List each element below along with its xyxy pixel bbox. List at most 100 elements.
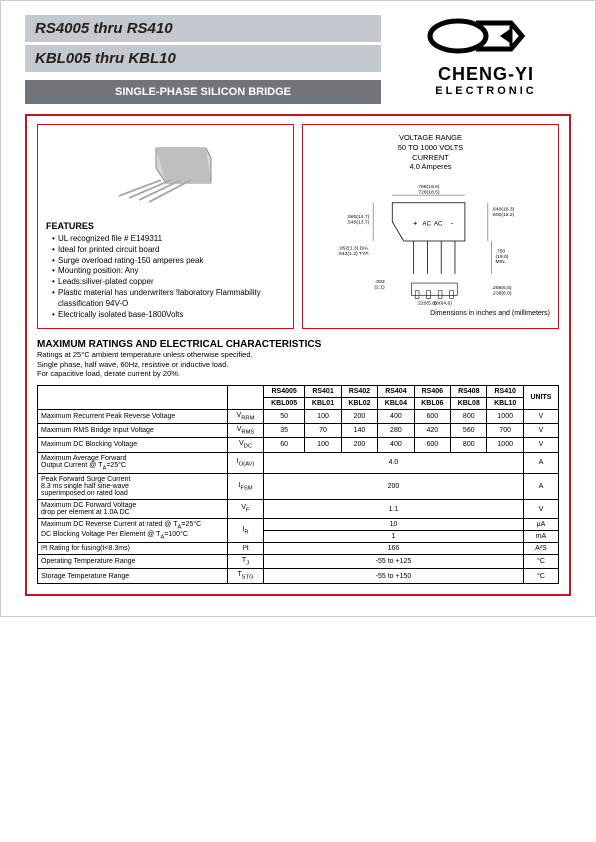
symbol-cell: TSTG: [228, 569, 264, 583]
dim-leadlen1: .750: [496, 248, 506, 254]
feature-item: Electrically isolated base-1800Volts: [52, 310, 285, 321]
brand-subtitle: ELECTRONIC: [401, 85, 571, 97]
param-cell: Maximum RMS Bridge Input Voltage: [38, 423, 228, 437]
value-cell: 560: [451, 423, 487, 437]
dim-space1: .083: [375, 279, 385, 285]
unit-cell: °C: [523, 569, 558, 583]
value-cell: 1000: [487, 409, 523, 423]
diagram-panel: VOLTAGE RANGE 50 TO 1000 VOLTS CURRENT 4…: [302, 124, 559, 329]
value-cell: 60: [264, 438, 305, 452]
value-cell: 200: [264, 474, 524, 500]
unit-cell: V: [523, 409, 558, 423]
value-cell: 400: [378, 409, 414, 423]
param-cell: Maximum DC Reverse Current at rated @ TA…: [38, 519, 228, 543]
value-cell: 1.1: [264, 500, 524, 519]
main-frame: FEATURES UL recognized file # E149311Ide…: [25, 114, 571, 596]
param-cell: I²t Rating for fusing(t<8.3ms): [38, 543, 228, 555]
features-heading: FEATURES: [46, 221, 285, 231]
value-cell: 100: [305, 438, 341, 452]
note1: Ratings at 25°C ambient temperature unle…: [37, 350, 253, 359]
minus-label: -: [451, 219, 454, 228]
datasheet-page: RS4005 thru RS410 KBL005 thru KBL10 SING…: [0, 0, 596, 617]
symbol-cell: VDC: [228, 438, 264, 452]
param-cell: Maximum DC Forward Voltagedrop per eleme…: [38, 500, 228, 519]
feature-item: Leads:siliver-plated copper: [52, 277, 285, 288]
dim-leadw2: .236(6.0): [492, 291, 512, 297]
model-header: RS408: [451, 385, 487, 397]
value-cell: 800: [451, 409, 487, 423]
model-header: KBL10: [487, 397, 523, 409]
brand-name: CHENG-YI: [401, 64, 571, 85]
model-header: KBL005: [264, 397, 305, 409]
features-panel: FEATURES UL recognized file # E149311Ide…: [37, 124, 294, 329]
feature-item: Plastic material has underwriters !labor…: [52, 288, 285, 310]
value-cell: 280: [378, 423, 414, 437]
dim-dia1: .052(1.3) DIA.: [338, 245, 369, 251]
model-header: KBL01: [305, 397, 341, 409]
symbol-cell: VRRM: [228, 409, 264, 423]
model-header: RS406: [414, 385, 450, 397]
dim-dia2: .042(1.2) TYP.: [338, 251, 370, 257]
feature-item: Mounting position: Any: [52, 266, 285, 277]
param-cell: Peak Forward Surge Current8.3 ms single …: [38, 474, 228, 500]
unit-cell: µA: [523, 519, 558, 531]
param-cell: Storage Temperature Range: [38, 569, 228, 583]
value-cell: -55 to +125: [264, 555, 524, 569]
dim-left1: .580(14.7): [347, 214, 370, 220]
symbol-cell: IO(AV): [228, 452, 264, 473]
dim-space2: (2.1): [374, 284, 385, 290]
bridge-rectifier-icon: [111, 138, 221, 208]
value-cell: 800: [451, 438, 487, 452]
value-cell: 166: [264, 543, 524, 555]
symbol-cell: IR: [228, 519, 264, 543]
title-line-2: KBL005 thru KBL10: [25, 45, 381, 72]
symbol-cell: I²t: [228, 543, 264, 555]
model-header: KBL02: [341, 397, 377, 409]
model-header: KBL04: [378, 397, 414, 409]
subtitle: SINGLE-PHASE SILICON BRIDGE: [25, 80, 381, 104]
dim-leadlen3: MIN.: [496, 259, 507, 265]
value-cell: 600: [414, 409, 450, 423]
unit-cell: V: [523, 423, 558, 437]
units-header: UNITS: [523, 385, 558, 409]
value-cell: 100: [305, 409, 341, 423]
model-header: RS404: [378, 385, 414, 397]
model-header: KBL06: [414, 397, 450, 409]
dim-leadw1: .256(6.5): [492, 285, 512, 291]
voltage-l1: VOLTAGE RANGE: [399, 133, 462, 142]
value-cell: 10: [264, 519, 524, 531]
model-header: RS402: [341, 385, 377, 397]
header-row: RS4005 thru RS410 KBL005 thru KBL10 SING…: [25, 15, 571, 104]
value-cell: 200: [341, 438, 377, 452]
features-list: UL recognized file # E149311Ideal for pr…: [46, 234, 285, 320]
dimension-drawing: AC AC + - .768(19.5) .728(18.5) .580(14.…: [311, 176, 550, 306]
model-header: RS401: [305, 385, 341, 397]
value-cell: 70: [305, 423, 341, 437]
value-cell: 1000: [487, 438, 523, 452]
param-cell: Maximum DC Blocking Voltage: [38, 438, 228, 452]
value-cell: 140: [341, 423, 377, 437]
model-header: RS4005: [264, 385, 305, 397]
value-cell: -55 to +150: [264, 569, 524, 583]
company-logo-icon: [426, 15, 546, 57]
unit-cell: °C: [523, 555, 558, 569]
top-panels: FEATURES UL recognized file # E149311Ide…: [37, 124, 559, 329]
model-header: KBL08: [451, 397, 487, 409]
unit-cell: A²S: [523, 543, 558, 555]
plus-label: +: [413, 219, 418, 228]
unit-cell: V: [523, 500, 558, 519]
unit-cell: A: [523, 452, 558, 473]
symbol-cell: VRMS: [228, 423, 264, 437]
value-cell: 700: [487, 423, 523, 437]
voltage-l3: CURRENT: [412, 153, 449, 162]
titles-block: RS4005 thru RS410 KBL005 thru KBL10 SING…: [25, 15, 381, 104]
voltage-l2: 50 TO 1000 VOLTS: [398, 143, 463, 152]
symbol-cell: VF: [228, 500, 264, 519]
note2: Single phase, half wave, 60Hz, resistive…: [37, 360, 228, 369]
value-cell: 400: [378, 438, 414, 452]
dim-leadlen2: (19.0): [496, 254, 509, 260]
value-cell: 4.0: [264, 452, 524, 473]
value-cell: 420: [414, 423, 450, 437]
component-image: [46, 133, 285, 213]
dim-left2: .540(13.7): [347, 219, 370, 225]
